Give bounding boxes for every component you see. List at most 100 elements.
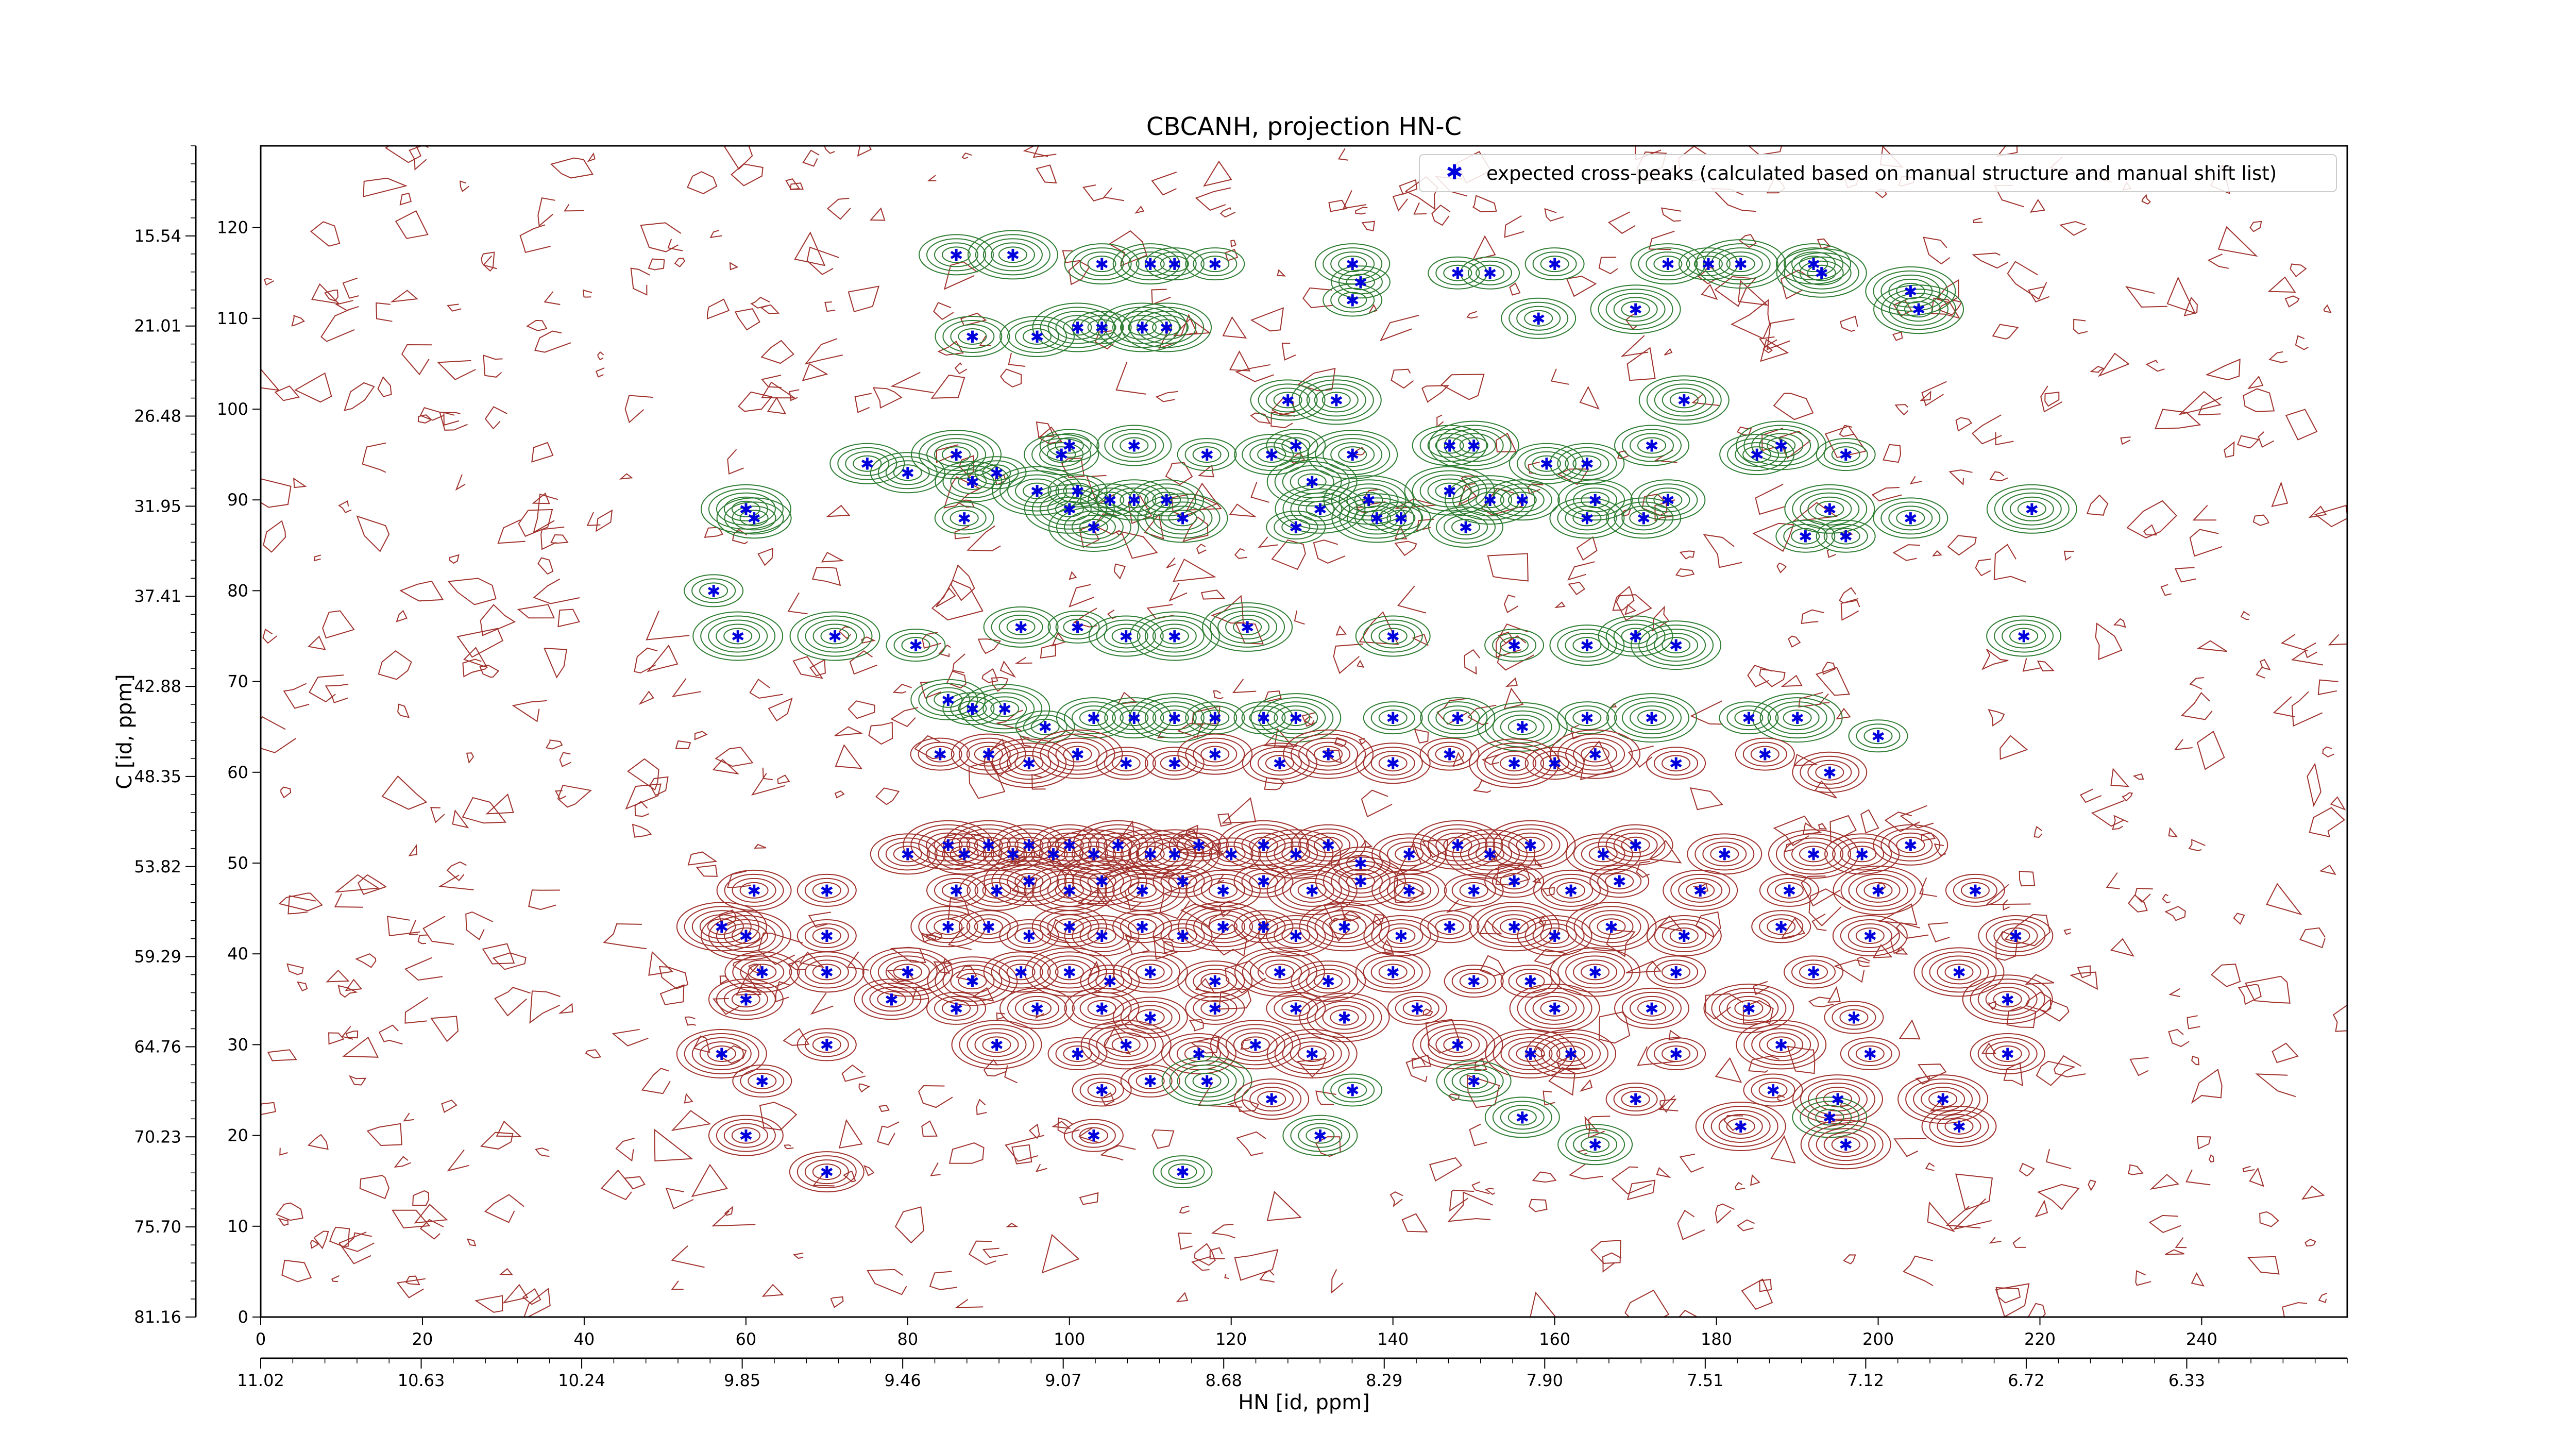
- cross-peak-marker: ✱: [990, 463, 1004, 483]
- cross-peak-marker: ✱: [2025, 500, 2039, 519]
- noise-contour: [1702, 285, 1717, 299]
- noise-contour: [309, 1135, 328, 1149]
- noise-contour: [750, 679, 783, 698]
- noise-contour: [763, 768, 773, 780]
- cross-peak-marker: ✱: [1176, 1162, 1190, 1182]
- noise-contour: [295, 373, 331, 402]
- noise-contour: [1422, 385, 1448, 402]
- noise-contour: [2087, 495, 2108, 515]
- noise-contour: [541, 527, 564, 549]
- noise-contour: [768, 398, 786, 414]
- cross-peak-marker: ✱: [1176, 926, 1190, 946]
- noise-contour: [934, 302, 953, 319]
- cross-peak-marker: ✱: [1362, 491, 1376, 510]
- noise-contour: [654, 1130, 691, 1161]
- cross-peak-marker: ✱: [707, 581, 721, 601]
- noise-contour: [376, 303, 392, 322]
- noise-contour: [2187, 1170, 2211, 1185]
- noise-contour: [2331, 797, 2345, 809]
- cross-peak-marker: ✱: [715, 1044, 728, 1064]
- noise-contour: [1001, 369, 1021, 387]
- cross-peak-marker: ✱: [1734, 1117, 1748, 1137]
- cross-peak-marker: ✱: [1346, 445, 1360, 465]
- noise-contour: [2257, 1074, 2296, 1096]
- noise-contour: [447, 862, 466, 881]
- noise-contour: [448, 304, 461, 311]
- noise-contour: [876, 788, 899, 804]
- cross-peak-marker: ✱: [1257, 708, 1270, 728]
- cross-peak-marker: ✱: [1483, 264, 1497, 283]
- noise-contour: [1496, 433, 1516, 452]
- noise-contour: [1504, 595, 1518, 613]
- cross-peak-marker: ✱: [1548, 999, 1562, 1019]
- noise-contour: [495, 987, 531, 1016]
- noise-contour: [1569, 582, 1584, 595]
- cross-peak-marker: ✱: [1127, 436, 1141, 456]
- cross-peak-marker: ✱: [1523, 836, 1537, 855]
- noise-contour: [2307, 764, 2320, 805]
- noise-contour: [1774, 816, 1812, 846]
- noise-contour: [849, 286, 879, 312]
- cross-peak-marker: ✱: [1451, 1035, 1465, 1055]
- noise-contour: [1231, 240, 1235, 246]
- noise-contour: [1894, 1139, 1926, 1157]
- cross-peak-marker: ✱: [1208, 999, 1222, 1019]
- cross-peak-marker: ✱: [1386, 627, 1400, 647]
- noise-contour: [660, 985, 684, 1005]
- noise-contour: [1844, 1255, 1855, 1263]
- noise-contour: [1926, 1163, 1934, 1170]
- noise-contour: [855, 393, 872, 412]
- cross-peak-marker: ✱: [1629, 627, 1642, 647]
- cross-peak-marker: ✱: [828, 627, 842, 647]
- noise-contour: [2198, 641, 2227, 652]
- noise-contour: [1891, 932, 1904, 953]
- x-axis-label: HN [id, ppm]: [1238, 1391, 1370, 1414]
- noise-contour: [835, 727, 861, 736]
- noise-contour: [2175, 567, 2196, 582]
- noise-contour: [1398, 586, 1426, 613]
- noise-contour: [480, 665, 499, 677]
- cross-peak-marker: ✱: [1669, 636, 1683, 655]
- cross-peak-marker: ✱: [1701, 255, 1715, 274]
- noise-contour: [400, 193, 411, 205]
- noise-contour: [450, 555, 459, 563]
- cross-peak-marker: ✱: [1321, 972, 1335, 991]
- cross-peak-marker: ✱: [1143, 1008, 1157, 1028]
- noise-contour: [309, 675, 344, 702]
- cross-peak-marker: ✱: [941, 917, 955, 937]
- cross-peak-marker: ✱: [1564, 1044, 1578, 1064]
- cross-peak-marker: ✱: [885, 990, 899, 1009]
- noise-contour: [891, 707, 918, 727]
- noise-contour: [2188, 1016, 2200, 1028]
- noise-contour: [2296, 336, 2308, 350]
- noise-contour: [2128, 1165, 2143, 1175]
- noise-contour: [1828, 988, 1840, 1002]
- cross-peak-marker: ✱: [1467, 436, 1481, 456]
- ppm-x-tick-label: 11.02: [237, 1371, 284, 1390]
- noise-contour: [675, 258, 685, 267]
- noise-contour: [457, 629, 503, 657]
- cross-peak-marker: ✱: [957, 845, 971, 864]
- noise-contour: [1599, 257, 1618, 274]
- noise-contour: [2190, 530, 2222, 556]
- noise-contour: [755, 845, 766, 848]
- cross-peak-marker: ✱: [1386, 708, 1400, 728]
- noise-contour: [483, 944, 514, 964]
- noise-contour: [842, 1065, 866, 1081]
- noise-contour: [2199, 397, 2222, 415]
- noise-contour: [1510, 283, 1520, 295]
- noise-contour: [1465, 650, 1480, 673]
- noise-contour: [2064, 551, 2074, 560]
- cross-peak-marker: ✱: [1167, 255, 1181, 274]
- cross-peak-marker: ✱: [1904, 836, 1918, 855]
- noise-contour: [2320, 865, 2335, 874]
- noise-contour: [687, 172, 717, 194]
- noise-contour: [2071, 972, 2097, 989]
- noise-contour: [518, 604, 554, 618]
- noise-contour: [1357, 661, 1363, 667]
- noise-contour: [250, 717, 296, 753]
- noise-contour: [1745, 139, 1782, 155]
- cross-peak-marker: ✱: [1629, 300, 1642, 319]
- cross-peak-marker: ✱: [1216, 881, 1230, 901]
- cross-peak-marker: ✱: [901, 845, 914, 864]
